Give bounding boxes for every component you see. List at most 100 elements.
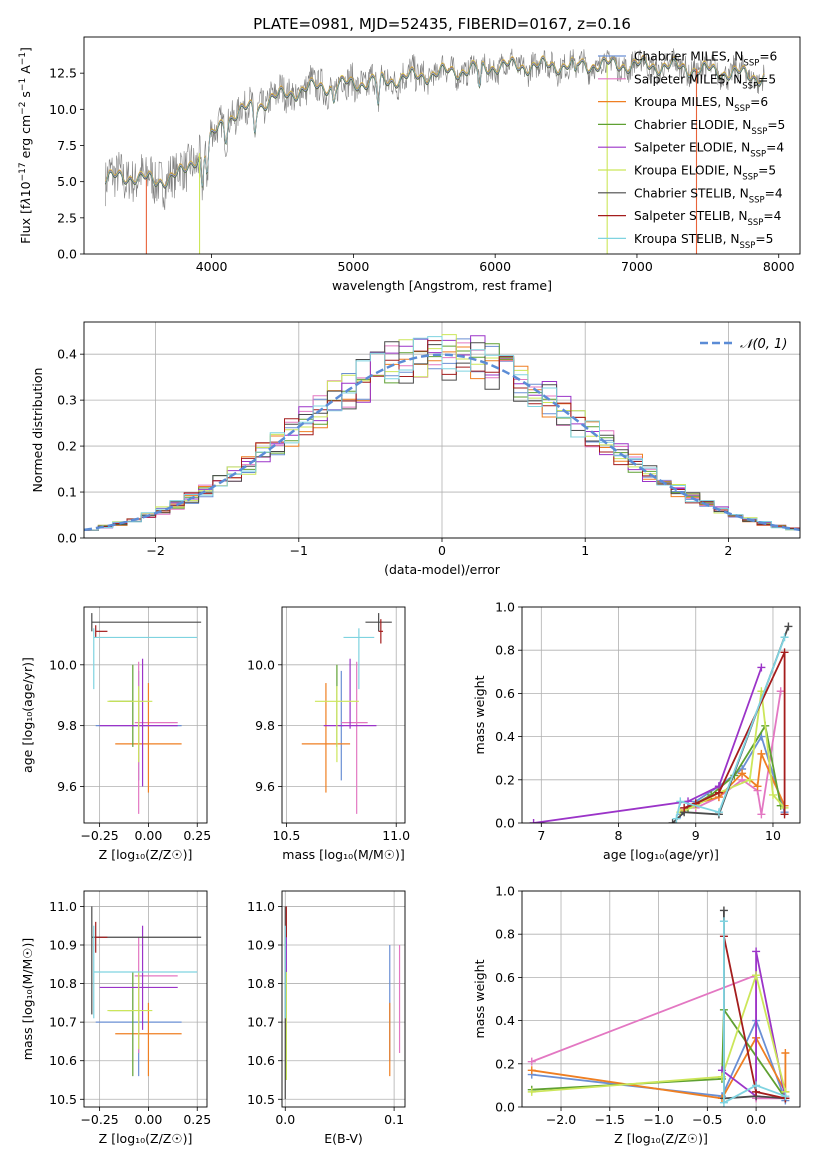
x-tick-label: 0.00 [135, 828, 163, 843]
y-tick-label: 5.0 [57, 174, 77, 189]
x-tick-label: 8000 [763, 259, 795, 274]
y-tick-label: 0.1 [57, 485, 77, 500]
x-tick-label: 9 [692, 828, 700, 843]
y-tick-label: 0.8 [495, 927, 515, 942]
y-tick-label: 11.0 [49, 899, 77, 914]
mass-weight-marker [529, 819, 538, 823]
x-tick-label: 0.0 [275, 1112, 295, 1127]
y-tick-label: 0.3 [57, 393, 77, 408]
y-tick-label: 0.2 [57, 439, 77, 454]
y-tick-label: 10.9 [49, 938, 77, 953]
mass-weight-line [671, 626, 790, 823]
age-vs-z-frame [83, 606, 208, 824]
y-tick-label: 9.8 [57, 718, 77, 733]
legend-label: Kroupa ELODIE, NSSP=5 [634, 164, 776, 183]
age-vs-z-axes: −0.25 0.00 0.25 9.6 9.8 10.0 Z [log₁₀(Z/Z☉)] ag… [20, 607, 211, 862]
x-axis-label: Z [log₁₀(Z/Z☉)] [99, 847, 193, 862]
y-tick-label: 1.0 [495, 600, 515, 615]
y-tick-label: 7.5 [57, 138, 77, 153]
age-vs-mass-frame [281, 606, 406, 824]
residuals-axes: −2 −1 0 1 2 0.0 0.1 0.2 0.3 0.4 (data-model)/error… [30, 322, 800, 577]
legend-label: Salpeter MILES, NSSP=5 [634, 72, 776, 91]
mass-vs-z-axes: −0.25 0.00 0.25 10.5 10.6 10.7 10.8 10.9 11.0 Z [… [20, 891, 211, 1146]
mass-weight-marker [527, 1057, 536, 1066]
figure-title: PLATE=0981, MJD=52435, FIBERID=0167, z=0… [253, 15, 631, 33]
y-tick-label: 10.5 [49, 1092, 77, 1107]
y-tick-label: 0.2 [495, 1056, 515, 1071]
mass-weight-marker [768, 790, 777, 799]
x-tick-label: −0.5 [692, 1112, 722, 1127]
mass-weight-marker [781, 1092, 790, 1101]
y-tick-label: 1.0 [495, 884, 515, 899]
mass-weight-marker [719, 906, 728, 915]
x-tick-label: −2.0 [546, 1112, 576, 1127]
y-axis-label: age [log₁₀(age/yr)] [20, 657, 35, 773]
y-tick-label: 9.6 [57, 779, 77, 794]
mass-weight-marker [781, 1049, 790, 1057]
mass-weight-marker [527, 1087, 536, 1096]
x-tick-label: 10.5 [272, 828, 300, 843]
legend-label: Salpeter ELODIE, NSSP=4 [634, 141, 784, 160]
y-tick-label: 10.5 [247, 1092, 275, 1107]
mass-weight-marker [738, 769, 747, 778]
y-tick-label: 10.6 [247, 1053, 275, 1068]
x-tick-label: 0.25 [183, 1112, 211, 1127]
mass-weight-marker [780, 633, 789, 642]
x-tick-label: 0.25 [183, 828, 211, 843]
y-tick-label: 2.5 [57, 210, 77, 225]
x-axis-label: Z [log₁₀(Z/Z☉)] [99, 1131, 193, 1146]
x-tick-label: −0.25 [80, 828, 118, 843]
y-tick-label: 0.8 [495, 643, 515, 658]
mass-weight-marker [757, 663, 766, 672]
legend-label: Kroupa STELIB, NSSP=5 [634, 232, 773, 251]
legend-label: Salpeter STELIB, NSSP=4 [634, 209, 782, 228]
y-tick-label: 10.0 [247, 657, 275, 672]
y-tick-label: 10.9 [247, 938, 275, 953]
age-vs-mass-marks [301, 613, 392, 814]
y-axis-label: mass [log₁₀(M/M☉)] [20, 938, 35, 1060]
x-tick-label: 0.0 [746, 1112, 766, 1127]
y-axis-label: Normed distribution [30, 368, 45, 493]
y-tick-label: 10.7 [49, 1015, 77, 1030]
mass-weight-marker [752, 971, 761, 980]
x-tick-label: 11.0 [382, 828, 410, 843]
x-axis-label: (data-model)/error [384, 562, 501, 577]
mass-weight-marker [719, 917, 728, 926]
y-axis-label: Flux [fλ10−17 erg cm−2 s−1 A−1] [18, 47, 33, 244]
y-tick-label: 10.7 [247, 1015, 275, 1030]
x-tick-label: −2 [146, 543, 164, 558]
y-tick-label: 10.6 [49, 1053, 77, 1068]
y-tick-label: 10.0 [49, 102, 77, 117]
y-tick-label: 10.8 [247, 976, 275, 991]
x-tick-label: 0.00 [135, 1112, 163, 1127]
legend-label: Kroupa MILES, NSSP=6 [634, 95, 768, 114]
mass-weight-marker [672, 814, 681, 823]
y-tick-label: 0.4 [57, 347, 77, 362]
x-axis-label: Z [log₁₀(Z/Z☉)] [614, 1131, 708, 1146]
x-axis-label: wavelength [Angstrom, rest frame] [332, 278, 552, 293]
y-axis-label: mass weight [472, 959, 487, 1038]
y-tick-label: 0.0 [495, 1100, 515, 1115]
mass-weight-marker [745, 775, 754, 784]
x-tick-label: 8 [615, 828, 623, 843]
mass-weight-line [675, 636, 786, 819]
mass-weight-marker [752, 1081, 761, 1090]
mass-weight-marker [676, 797, 685, 806]
residual-legend: 𝒩(0, 1) [700, 337, 787, 352]
y-tick-label: 0.6 [495, 970, 515, 985]
plot-layer: 4000 5000 6000 7000 80000.02.55.07.510.012.5… [18, 36, 801, 1146]
mass-vs-ebv-frame [281, 890, 406, 1108]
x-tick-label: 10 [765, 828, 781, 843]
y-tick-label: 0.2 [495, 772, 515, 787]
mass-weight-marker [668, 819, 677, 823]
mass-weight-line [723, 921, 786, 1105]
mass-weight-marker [780, 810, 789, 819]
weight-vs-age-frame [521, 606, 801, 824]
x-tick-label: −0.25 [80, 1112, 118, 1127]
mass-weight-marker [714, 788, 723, 797]
residuals-marks [84, 334, 800, 532]
y-tick-label: 0.6 [495, 686, 515, 701]
weight-vs-z-frame [521, 890, 801, 1108]
mass-weight-line [721, 951, 787, 1099]
